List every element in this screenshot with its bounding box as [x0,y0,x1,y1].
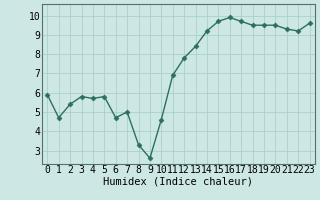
X-axis label: Humidex (Indice chaleur): Humidex (Indice chaleur) [103,177,253,187]
